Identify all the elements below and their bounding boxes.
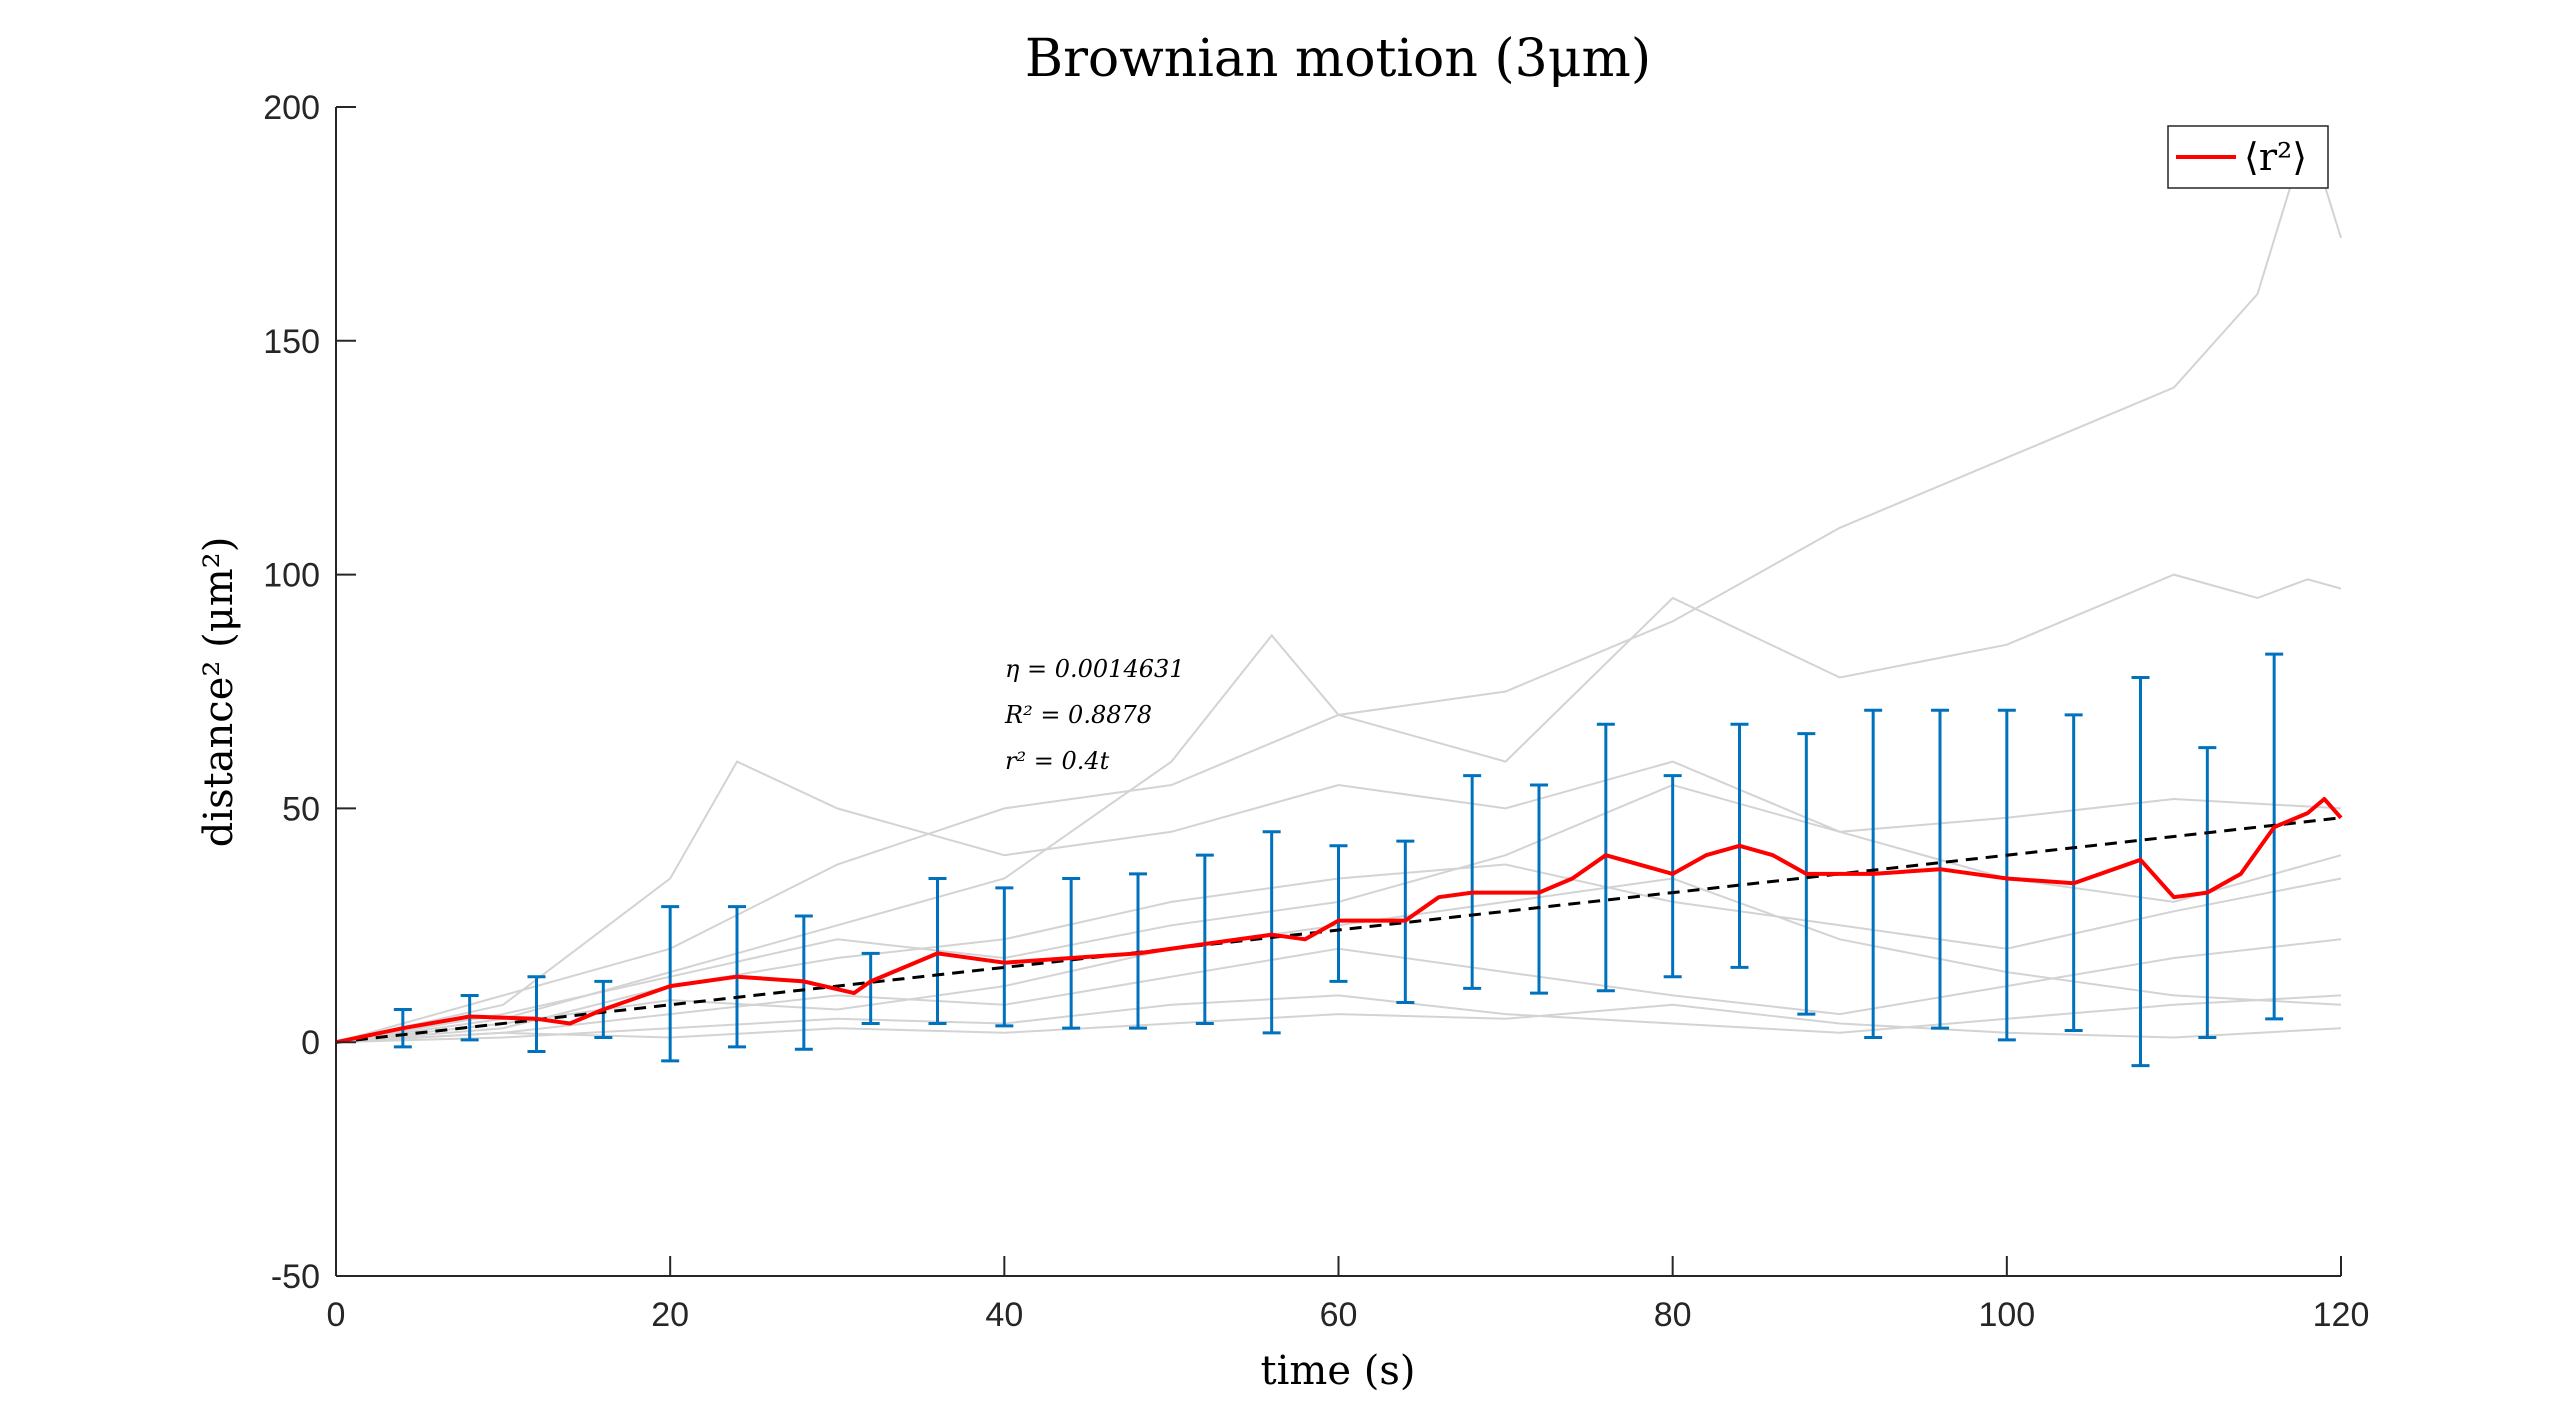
error-bar	[1463, 774, 1482, 990]
error-bar	[1262, 830, 1281, 1035]
chart-title: Brownian motion (3μm)	[1025, 29, 1651, 89]
trajectory-line	[335, 573, 2342, 1044]
error-bar	[661, 905, 680, 1063]
error-bar	[1329, 844, 1348, 983]
error-bar	[995, 886, 1014, 1028]
x-tick-label: 80	[1654, 1296, 1692, 1334]
error-bar	[1062, 877, 1081, 1030]
error-bar	[1195, 853, 1214, 1025]
x-tick-label: 60	[1320, 1296, 1358, 1334]
annotation-eta: η = 0.0014631	[1005, 655, 1185, 683]
error-bar	[2131, 675, 2150, 1068]
error-bar	[861, 951, 880, 1025]
mean-curve-group	[335, 797, 2343, 1045]
error-bar	[1663, 774, 1682, 979]
mean-curve	[335, 797, 2343, 1045]
annotation-fit-equation: r² = 0.4t	[1005, 747, 1110, 775]
x-tick-label: 40	[985, 1296, 1023, 1334]
trajectory-line	[335, 127, 2342, 1044]
error-bar	[928, 877, 947, 1025]
y-tick-label: 200	[263, 89, 320, 127]
error-bar	[527, 975, 546, 1054]
y-axis-label: distance² (μm²)	[196, 537, 242, 848]
x-axis-label: time (s)	[1261, 1348, 1416, 1394]
trajectory-line	[335, 760, 2342, 1044]
legend: ⟨r²⟩	[2167, 125, 2329, 189]
error-bar	[1997, 708, 2016, 1042]
annotation-r-squared: R² = 0.8878	[1004, 701, 1152, 729]
y-tick-label: 0	[301, 1024, 320, 1062]
fit-line	[335, 816, 2342, 1044]
trajectory-line	[335, 1003, 2342, 1044]
error-bar	[2265, 652, 2284, 1021]
x-tick-label: 20	[651, 1296, 689, 1334]
legend-entry-mean: ⟨r²⟩	[2244, 135, 2307, 179]
fit-line-group	[335, 816, 2342, 1044]
fit-annotations: η = 0.0014631 R² = 0.8878 r² = 0.4t	[1004, 655, 1185, 775]
x-tick-label: 120	[2313, 1296, 2370, 1334]
y-tick-label: 150	[263, 323, 320, 361]
error-bar	[1530, 783, 1548, 995]
x-tick-label: 100	[1978, 1296, 2035, 1334]
y-tick-label: 100	[263, 557, 320, 595]
y-tick-label: 50	[282, 790, 320, 828]
error-bar	[2064, 713, 2083, 1033]
y-tick-label: -50	[271, 1258, 320, 1296]
x-tick-label: 0	[327, 1296, 346, 1334]
